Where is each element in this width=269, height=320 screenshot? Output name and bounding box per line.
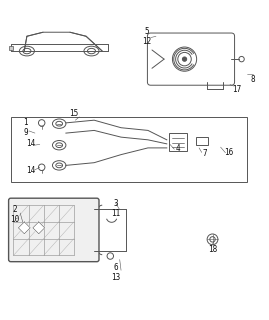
Text: 1
9: 1 9 (23, 118, 28, 137)
Text: 4: 4 (175, 144, 180, 153)
Text: 6
13: 6 13 (111, 263, 120, 282)
Text: 14: 14 (26, 166, 35, 175)
Text: 18: 18 (208, 245, 217, 254)
FancyBboxPatch shape (196, 137, 208, 145)
Text: 8: 8 (250, 75, 255, 84)
Text: 16: 16 (224, 148, 233, 157)
FancyBboxPatch shape (9, 198, 99, 262)
Text: 15: 15 (69, 109, 79, 118)
Polygon shape (18, 222, 30, 234)
Text: 2
10: 2 10 (10, 204, 19, 224)
Text: 14: 14 (26, 139, 35, 148)
Polygon shape (33, 222, 45, 234)
Text: 5
12: 5 12 (142, 27, 151, 46)
FancyBboxPatch shape (9, 46, 13, 50)
Text: 17: 17 (232, 85, 241, 94)
FancyBboxPatch shape (147, 33, 235, 85)
Ellipse shape (182, 57, 187, 61)
Text: 7: 7 (203, 149, 208, 158)
FancyBboxPatch shape (11, 117, 247, 181)
FancyBboxPatch shape (169, 133, 187, 151)
Text: 3
11: 3 11 (111, 199, 120, 218)
